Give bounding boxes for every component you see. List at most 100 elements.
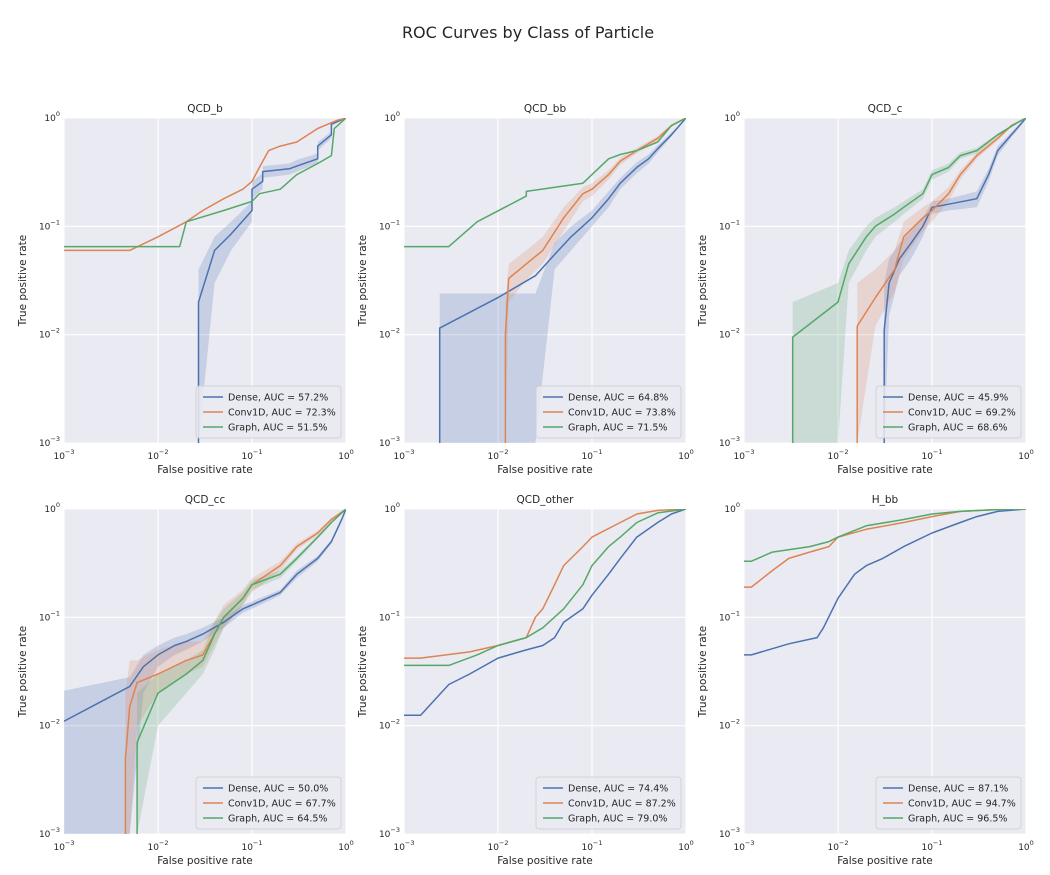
series-line-dense [64, 509, 346, 722]
series-line-graph [744, 509, 1026, 562]
band-graph [137, 509, 346, 834]
x-tick-label: 10−1 [581, 448, 602, 462]
x-tick-label: 10−3 [53, 839, 74, 853]
legend-entry-graph: Graph, AUC = 64.5% [228, 814, 327, 825]
x-tick-label: 10−1 [241, 448, 262, 462]
legend-entry-conv1d: Conv1D, AUC = 69.2% [908, 408, 1016, 419]
x-axis-label: False positive rate [837, 855, 933, 867]
y-axis-label: True positive rate [357, 235, 369, 328]
legend-box [195, 776, 342, 830]
y-tick-label: 10−2 [39, 718, 60, 732]
x-tick-label: 10−1 [921, 839, 942, 853]
panel-qcd-b: QCD_b 10−3 10−2 10−1 100 10−3 10−2 10−1 100 False… [17, 103, 354, 476]
panel-title: QCD_c [868, 103, 903, 115]
legend: Dense, AUC = 74.4% Conv1D, AUC = 87.2% Gra… [535, 776, 682, 830]
panel-qcd-other: QCD_other 10−3 10−2 10−1 100 10−3 10−2 10−1 100 F… [357, 494, 694, 867]
plot-content [64, 118, 346, 443]
plot-content [64, 509, 346, 834]
y-axis-label: True positive rate [17, 235, 29, 328]
y-tick-label: 10−3 [39, 826, 60, 840]
y-tick-label: 100 [44, 110, 60, 124]
y-axis-label: True positive rate [17, 626, 29, 719]
y-tick-label: 10−1 [379, 218, 400, 232]
x-axis-label: False positive rate [837, 464, 933, 476]
legend-box [535, 776, 682, 830]
legend-entry-graph: Graph, AUC = 51.5% [228, 423, 327, 434]
panels: QCD_b 10−3 10−2 10−1 100 10−3 10−2 10−1 100 False… [17, 103, 1034, 867]
x-tick-label: 10−2 [487, 448, 508, 462]
series-line-conv1d [64, 118, 346, 252]
series-line-conv1d [404, 509, 686, 659]
legend-entry-graph: Graph, AUC = 68.6% [908, 423, 1007, 434]
y-tick-label: 10−2 [379, 327, 400, 341]
x-tick-label: 10−2 [147, 839, 168, 853]
legend-entry-dense: Dense, AUC = 64.8% [568, 393, 668, 404]
x-tick-label: 10−3 [53, 448, 74, 462]
band-dense [439, 118, 686, 443]
figure-title: ROC Curves by Class of Particle [402, 23, 654, 42]
series-line-conv1d [856, 118, 1026, 443]
panel-title: H_bb [872, 494, 899, 506]
panel-h-bb: H_bb 10−3 10−2 10−1 100 10−3 10−2 10−1 100 False … [697, 494, 1034, 867]
legend-entry-dense: Dense, AUC = 87.1% [908, 784, 1008, 795]
legend-entry-graph: Graph, AUC = 96.5% [908, 814, 1007, 825]
x-tick-label: 10−1 [921, 448, 942, 462]
series-line-dense [883, 118, 1026, 443]
panel-qcd-c: QCD_c 10−3 10−2 10−1 100 10−3 10−2 10−1 100 False… [697, 103, 1034, 476]
band-dense [64, 509, 346, 834]
panel-title: QCD_other [517, 494, 575, 506]
y-tick-label: 10−2 [719, 718, 740, 732]
y-tick-label: 10−3 [379, 435, 400, 449]
x-tick-label: 10−1 [581, 839, 602, 853]
legend-entry-dense: Dense, AUC = 45.9% [908, 393, 1008, 404]
x-tick-label: 10−3 [393, 448, 414, 462]
legend-entry-dense: Dense, AUC = 50.0% [228, 784, 328, 795]
legend-box [875, 385, 1022, 439]
legend-entry-conv1d: Conv1D, AUC = 72.3% [228, 408, 336, 419]
x-tick-label: 10−3 [393, 839, 414, 853]
x-axis-label: False positive rate [497, 855, 593, 867]
band-graph [792, 118, 1026, 443]
x-tick-label: 100 [1018, 839, 1034, 853]
x-tick-label: 100 [678, 448, 694, 462]
plot-content [791, 118, 1026, 443]
series-line-graph [404, 118, 686, 248]
x-tick-label: 10−2 [827, 839, 848, 853]
plot-content [744, 509, 1026, 656]
series-line-conv1d [504, 118, 686, 443]
y-tick-label: 10−3 [379, 826, 400, 840]
legend-box [875, 776, 1022, 830]
x-tick-label: 10−1 [241, 839, 262, 853]
x-tick-label: 10−2 [487, 839, 508, 853]
y-tick-label: 100 [44, 501, 60, 515]
legend: Dense, AUC = 64.8% Conv1D, AUC = 73.8% Gra… [535, 385, 682, 439]
y-tick-label: 100 [724, 110, 740, 124]
legend-box [195, 385, 342, 439]
x-tick-label: 100 [338, 839, 354, 853]
series-line-graph [136, 509, 346, 834]
x-tick-label: 10−2 [147, 448, 168, 462]
y-tick-label: 10−3 [39, 435, 60, 449]
legend: Dense, AUC = 45.9% Conv1D, AUC = 69.2% Gra… [875, 385, 1022, 439]
y-axis-label: True positive rate [697, 235, 709, 328]
y-tick-label: 100 [384, 501, 400, 515]
series-line-graph [64, 118, 346, 248]
panel-title: QCD_b [187, 103, 223, 115]
legend-entry-graph: Graph, AUC = 79.0% [568, 814, 667, 825]
x-tick-label: 100 [678, 839, 694, 853]
panel-qcd-bb: QCD_bb 10−3 10−2 10−1 100 10−3 10−2 10−1 100 Fals… [357, 103, 694, 476]
x-tick-label: 100 [338, 448, 354, 462]
y-tick-label: 10−3 [719, 826, 740, 840]
series-line-graph [791, 118, 1026, 443]
y-tick-label: 100 [724, 501, 740, 515]
y-tick-label: 10−1 [379, 609, 400, 623]
legend-entry-conv1d: Conv1D, AUC = 73.8% [568, 408, 676, 419]
legend-box [535, 385, 682, 439]
x-tick-label: 10−3 [733, 448, 754, 462]
band-conv1d [125, 509, 346, 834]
series-line-dense [438, 118, 686, 443]
plot-content [404, 118, 686, 443]
legend-entry-dense: Dense, AUC = 74.4% [568, 784, 668, 795]
legend: Dense, AUC = 87.1% Conv1D, AUC = 94.7% Gra… [875, 776, 1022, 830]
